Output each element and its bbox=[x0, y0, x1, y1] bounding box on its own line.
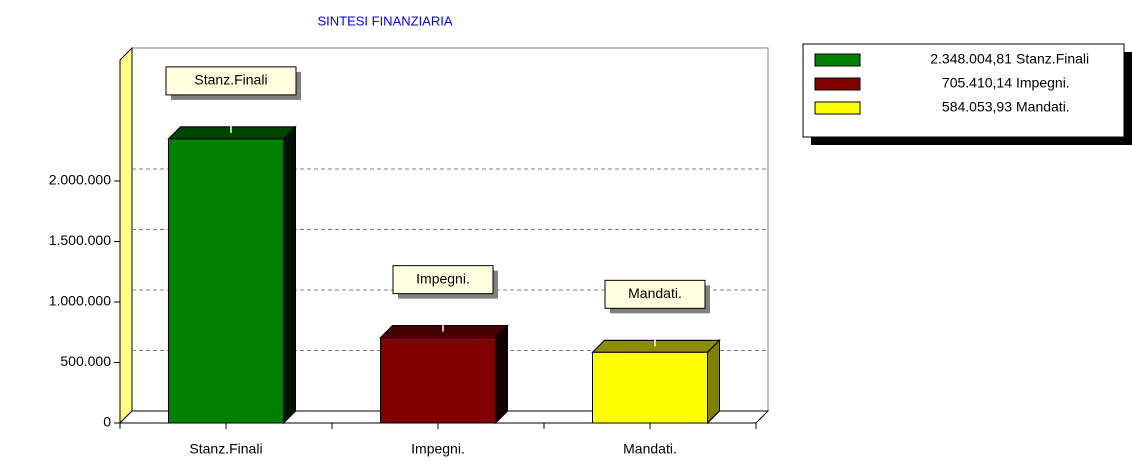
bar-top-shade bbox=[167, 126, 297, 140]
legend-swatch bbox=[814, 77, 861, 91]
annotation-label: Stanz.Finali bbox=[194, 72, 267, 88]
annotation-box bbox=[604, 279, 706, 309]
bar-side-shade bbox=[707, 339, 720, 425]
y-tick-label: 1.000.000 bbox=[49, 293, 111, 309]
annotation-box bbox=[165, 66, 297, 96]
legend-value: 705.410,14 bbox=[942, 75, 1012, 91]
bar bbox=[380, 337, 496, 424]
bar-side-shade bbox=[495, 324, 508, 425]
bar-top-shade bbox=[379, 325, 509, 339]
x-tick-label: Mandati. bbox=[623, 441, 677, 457]
legend-value: 584.053,93 bbox=[942, 99, 1012, 115]
x-tick-label: Stanz.Finali bbox=[189, 441, 262, 457]
bar bbox=[592, 351, 708, 424]
legend-value: 2.348.004,81 bbox=[930, 51, 1012, 67]
legend-label: Mandati. bbox=[1016, 99, 1070, 115]
y-tick-label: 1.500.000 bbox=[49, 232, 111, 248]
legend-label: Stanz.Finali bbox=[1016, 51, 1089, 67]
bar-side-shade bbox=[283, 125, 296, 425]
chart-title: SINTESI FINANZIARIA bbox=[317, 13, 452, 28]
y-tick-label: 500.000 bbox=[60, 353, 111, 369]
legend-label: Impegni. bbox=[1016, 75, 1070, 91]
bar-top-shade bbox=[591, 339, 721, 353]
bar bbox=[168, 138, 284, 424]
y-tick-label: 2.000.000 bbox=[49, 172, 111, 188]
legend-swatch bbox=[814, 53, 861, 67]
y-tick-label: 0 bbox=[103, 414, 111, 430]
annotation-box bbox=[392, 265, 494, 295]
annotation-label: Impegni. bbox=[416, 270, 470, 286]
left-wall bbox=[119, 46, 133, 425]
annotation-label: Mandati. bbox=[628, 285, 682, 301]
legend-swatch bbox=[814, 101, 861, 115]
x-tick-label: Impegni. bbox=[411, 441, 465, 457]
